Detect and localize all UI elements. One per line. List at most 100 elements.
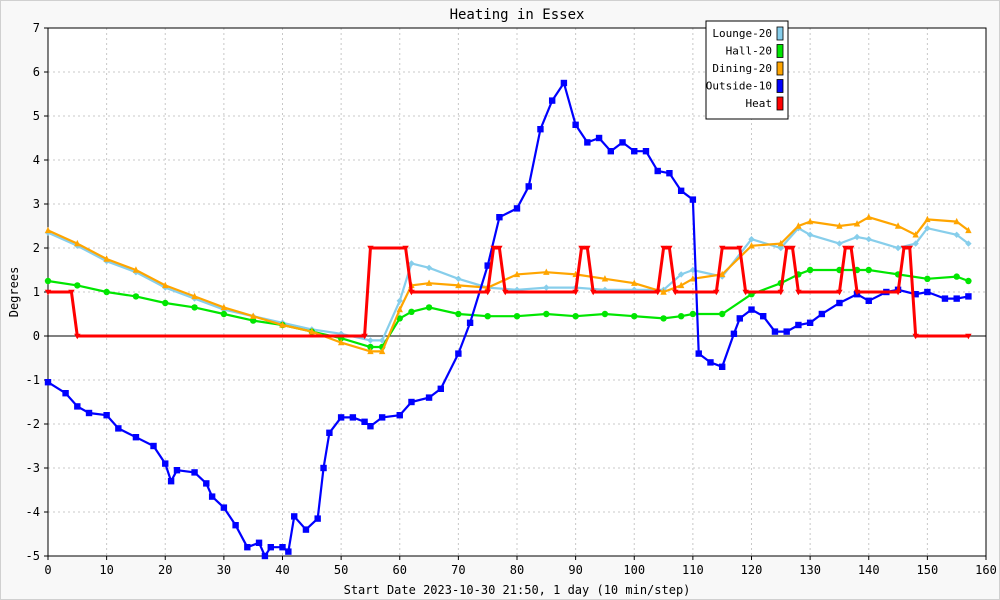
data-point-heat (572, 289, 579, 296)
x-tick-label: 160 (975, 563, 997, 577)
data-point-dining-20 (378, 347, 386, 355)
legend-label: Heat (746, 97, 773, 110)
data-point-outside-10 (642, 148, 650, 155)
x-tick-label: 0 (44, 563, 51, 577)
data-point-outside-10 (285, 548, 292, 555)
data-point-heat (502, 289, 509, 296)
data-point-dining-20 (425, 279, 433, 286)
data-point-heat (660, 245, 667, 252)
data-point-heat (795, 289, 802, 296)
data-point-hall-20 (965, 277, 972, 285)
series-line-hall-20 (47, 268, 969, 349)
x-tick-label: 20 (158, 563, 172, 577)
data-point-lounge-20 (777, 244, 785, 252)
data-point-outside-10 (173, 467, 181, 474)
data-point-outside-10 (771, 328, 779, 335)
legend-swatch (776, 26, 784, 41)
y-tick-label: 3 (33, 197, 40, 211)
data-point-dining-20 (865, 213, 872, 220)
data-point-outside-10 (367, 423, 374, 430)
data-point-heat (900, 245, 908, 252)
data-point-lounge-20 (836, 240, 843, 247)
data-point-heat (402, 245, 409, 252)
data-point-dining-20 (337, 338, 345, 346)
data-point-outside-10 (666, 170, 673, 177)
data-point-hall-20 (865, 266, 872, 274)
x-tick-label: 70 (451, 563, 465, 577)
data-point-heat (68, 289, 75, 296)
data-point-hall-20 (806, 266, 814, 274)
data-point-hall-20 (543, 310, 550, 318)
data-point-outside-10 (378, 414, 386, 421)
data-point-hall-20 (425, 304, 433, 311)
data-point-hall-20 (162, 299, 169, 307)
data-point-outside-10 (718, 363, 726, 370)
y-tick-label: 5 (33, 109, 40, 123)
data-point-lounge-20 (396, 297, 403, 304)
data-point-hall-20 (601, 310, 609, 318)
data-point-heat (74, 333, 81, 340)
x-tick-label: 40 (275, 563, 289, 577)
data-point-dining-20 (912, 231, 919, 238)
data-point-hall-20 (103, 288, 110, 296)
data-point-outside-10 (548, 97, 556, 104)
legend-box (705, 20, 789, 120)
x-tick-label: 10 (99, 563, 113, 577)
data-point-outside-10 (191, 469, 198, 476)
data-point-outside-10 (689, 196, 697, 203)
data-point-outside-10 (302, 526, 310, 533)
data-point-dining-20 (191, 292, 198, 300)
data-point-heat (742, 289, 749, 296)
data-point-dining-20 (308, 327, 316, 335)
data-point-heat (666, 245, 673, 252)
data-point-dining-20 (836, 222, 843, 229)
series-line-heat (48, 246, 969, 338)
data-point-lounge-20 (865, 236, 872, 243)
data-point-outside-10 (132, 434, 140, 441)
data-point-outside-10 (513, 205, 521, 212)
data-point-outside-10 (818, 310, 826, 318)
data-point-hall-20 (677, 313, 685, 320)
data-point-outside-10 (408, 398, 415, 406)
data-point-outside-10 (320, 464, 327, 472)
data-point-outside-10 (865, 297, 872, 304)
data-point-dining-20 (748, 242, 755, 249)
data-point-heat (484, 289, 491, 296)
data-point-heat (654, 289, 661, 296)
data-point-dining-20 (631, 279, 638, 286)
x-tick-label: 140 (858, 563, 880, 577)
chart-title: Heating in Essex (450, 7, 585, 23)
data-point-hall-20 (513, 313, 521, 320)
data-point-heat (736, 245, 743, 252)
y-tick-label: 1 (33, 285, 40, 299)
data-point-heat (842, 245, 849, 252)
data-point-lounge-20 (853, 233, 861, 241)
data-point-heat (672, 289, 679, 296)
data-point-outside-10 (162, 460, 169, 467)
data-point-hall-20 (924, 275, 931, 282)
data-point-outside-10 (437, 385, 444, 392)
data-point-dining-20 (220, 303, 228, 311)
data-point-dining-20 (924, 215, 931, 223)
data-point-outside-10 (244, 544, 251, 551)
data-point-hall-20 (191, 304, 198, 311)
data-point-heat (496, 245, 503, 252)
data-point-outside-10 (361, 418, 368, 425)
data-point-hall-20 (660, 315, 667, 322)
y-tick-label: -4 (26, 505, 40, 519)
data-point-hall-20 (44, 277, 52, 285)
data-point-dining-20 (795, 222, 802, 229)
y-tick-label: 4 (33, 153, 40, 167)
data-point-hall-20 (455, 310, 462, 318)
data-point-lounge-20 (378, 337, 386, 344)
data-point-outside-10 (912, 291, 919, 298)
data-point-outside-10 (103, 412, 110, 419)
data-point-lounge-20 (543, 284, 550, 291)
data-point-heat (408, 289, 415, 296)
data-point-hall-20 (572, 313, 579, 320)
x-tick-label: 30 (217, 563, 231, 577)
data-point-heat (965, 333, 972, 340)
data-point-outside-10 (115, 425, 122, 432)
